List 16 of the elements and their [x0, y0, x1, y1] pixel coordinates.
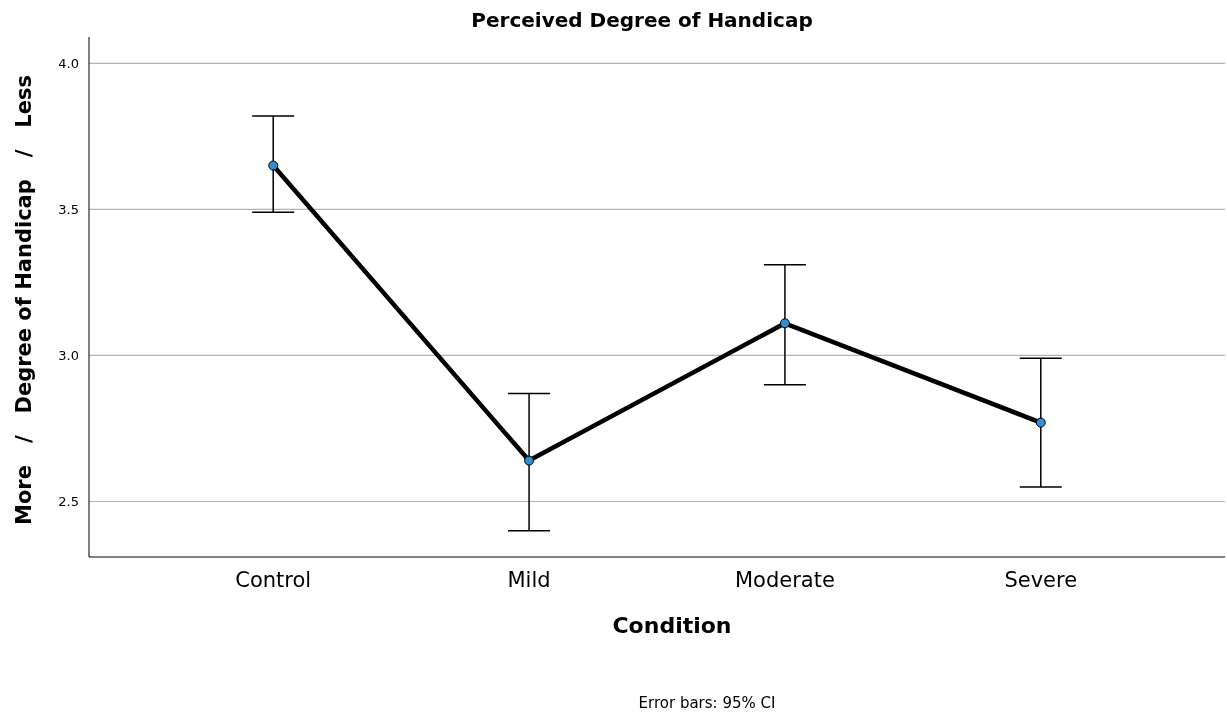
x-tick-label: Moderate [734, 568, 835, 592]
x-tick-label: Severe [1004, 568, 1078, 592]
x-tick-label: Mild [507, 568, 551, 592]
point [1035, 417, 1046, 428]
x-axis-title: Condition [612, 613, 732, 638]
y-tick-label: 2.5 [58, 494, 79, 510]
y-tick-label: 3.0 [58, 347, 79, 363]
text: Error bars: 95% CI [638, 694, 776, 712]
point [779, 318, 790, 329]
chart-title: Perceived Degree of Handicap [471, 8, 813, 32]
point [268, 160, 279, 171]
y-axis-title: More / Degree of Handicap / Less [12, 75, 36, 525]
y-tick-label: 3.5 [58, 201, 79, 217]
y-tick-label: 4.0 [58, 55, 79, 71]
x-tick-label: Control [235, 568, 312, 592]
point [524, 455, 535, 466]
